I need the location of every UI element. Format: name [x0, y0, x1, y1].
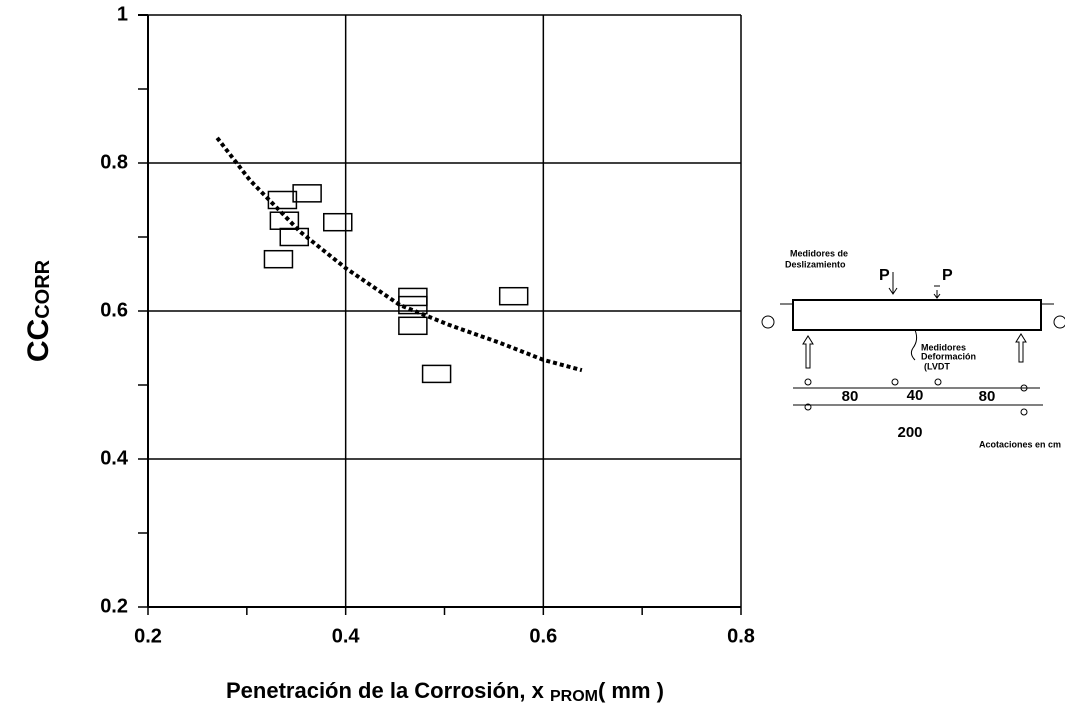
units-note: Acotaciones en cm	[979, 439, 1061, 449]
data-point	[279, 227, 310, 247]
dimension: 40	[907, 387, 924, 404]
gauge	[804, 403, 812, 411]
slip-label: Medidores de	[790, 248, 848, 258]
reaction-arrows	[802, 333, 1027, 369]
gauge	[804, 378, 812, 386]
gauge	[891, 378, 899, 386]
beam	[792, 299, 1042, 331]
x-tick-label: 0.8	[727, 625, 755, 647]
data-point	[421, 364, 452, 384]
y-tick-label: 0.8	[100, 151, 128, 173]
trend-line	[215, 136, 583, 373]
data-point	[263, 249, 294, 269]
load-arrows	[888, 272, 941, 299]
x-tick-label: 0.4	[332, 625, 361, 647]
slip-label: Deslizamiento	[785, 259, 846, 269]
data-point	[323, 212, 353, 232]
x-tick-label: 0.2	[134, 625, 162, 647]
gauge	[1020, 384, 1028, 392]
y-label-main: CC	[22, 319, 55, 362]
x-label-main: Penetración de la Corrosión, x	[226, 678, 550, 703]
total-length: 200	[897, 424, 922, 441]
data-point	[292, 184, 322, 203]
load-label: P	[879, 267, 890, 284]
data-point	[498, 286, 529, 306]
y-tick-label: 1	[117, 3, 128, 25]
lvdt-label: Medidores	[921, 342, 966, 352]
x-label-tail: ( mm )	[598, 678, 664, 703]
data-point	[398, 316, 428, 336]
data-point	[269, 211, 300, 230]
y-tick-label: 0.6	[100, 299, 128, 321]
dimension: 80	[979, 388, 996, 405]
load-label: P	[942, 267, 953, 284]
lvdt-wire	[910, 329, 918, 361]
y-label-sub: CORR	[32, 259, 54, 318]
y-axis-label: CCCORR	[22, 259, 55, 362]
slip-gauge	[761, 315, 775, 329]
slip-gauge	[1053, 315, 1065, 329]
dimension: 80	[842, 388, 859, 405]
gauge	[934, 378, 942, 386]
lvdt-label: (LVDT	[924, 361, 950, 371]
beam-diagram	[761, 272, 1065, 416]
x-label-sub: PROM	[550, 688, 598, 705]
gauge	[1020, 408, 1028, 416]
x-axis-label: Penetración de la Corrosión, x PROM( mm …	[226, 678, 664, 705]
lvdt-label: Deformación	[921, 351, 976, 361]
y-tick-label: 0.2	[100, 595, 128, 617]
x-tick-label: 0.6	[529, 625, 557, 647]
y-tick-label: 0.4	[100, 447, 129, 469]
